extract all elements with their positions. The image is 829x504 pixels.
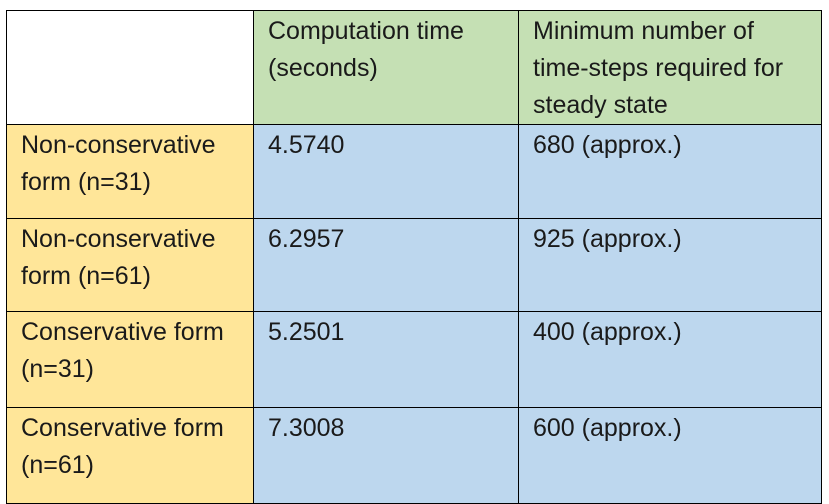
computation-time-cell: 6.2957	[253, 218, 519, 312]
min-time-steps-cell: 400 (approx.)	[518, 311, 822, 408]
column-header-min-time-steps: Minimum number of time-steps required fo…	[518, 10, 822, 125]
table-row: Non-conservative form (n=31) 4.5740 680 …	[6, 124, 822, 219]
row-header: Non-conservative form (n=61)	[6, 218, 254, 312]
table-row: Non-conservative form (n=61) 6.2957 925 …	[6, 218, 822, 312]
computation-time-cell: 4.5740	[253, 124, 519, 219]
table-row: Conservative form (n=31) 5.2501 400 (app…	[6, 311, 822, 408]
computation-time-cell: 5.2501	[253, 311, 519, 408]
row-header: Non-conservative form (n=31)	[6, 124, 254, 219]
table-header-row: Computation time (seconds) Minimum numbe…	[6, 10, 822, 125]
computation-time-cell: 7.3008	[253, 407, 519, 504]
row-header: Conservative form (n=61)	[6, 407, 254, 504]
min-time-steps-cell: 680 (approx.)	[518, 124, 822, 219]
results-table: Computation time (seconds) Minimum numbe…	[6, 10, 822, 504]
min-time-steps-cell: 925 (approx.)	[518, 218, 822, 312]
table-row: Conservative form (n=61) 7.3008 600 (app…	[6, 407, 822, 504]
row-header: Conservative form (n=31)	[6, 311, 254, 408]
results-table-container: Computation time (seconds) Minimum numbe…	[6, 10, 822, 504]
min-time-steps-cell: 600 (approx.)	[518, 407, 822, 504]
column-header-computation-time: Computation time (seconds)	[253, 10, 519, 125]
corner-cell	[6, 10, 254, 125]
